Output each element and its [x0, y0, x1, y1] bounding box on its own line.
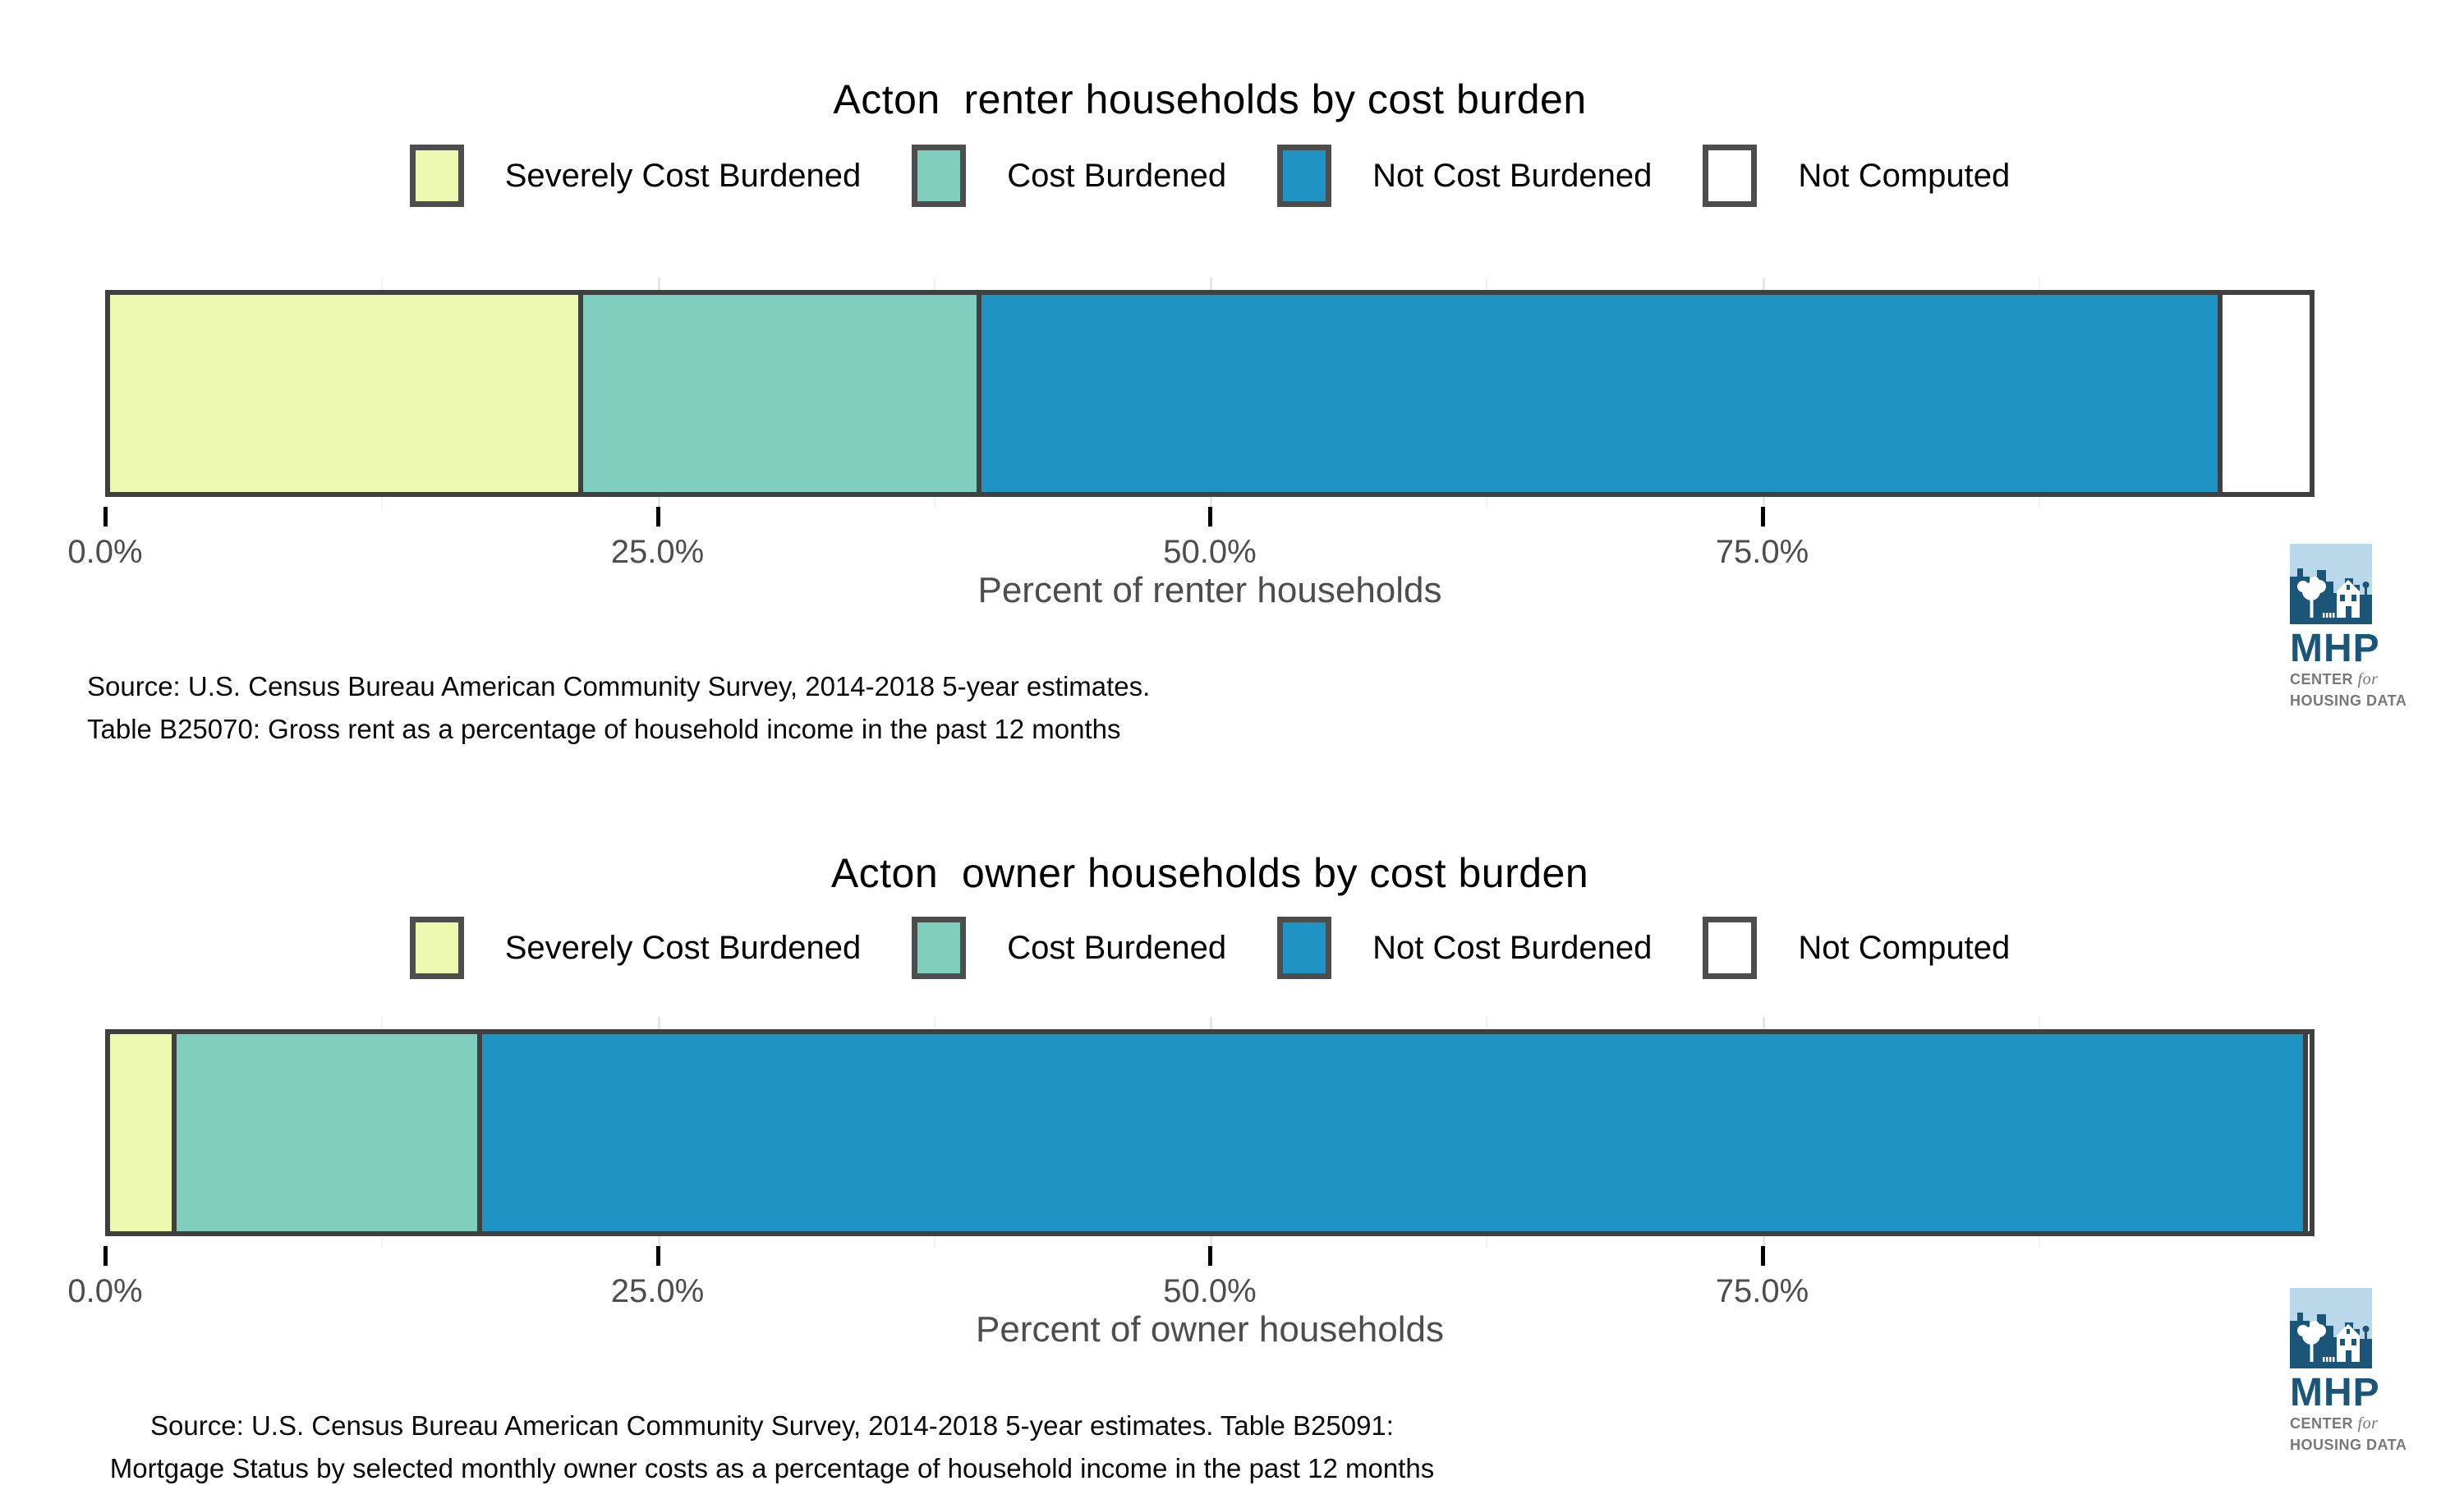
bar-segment [110, 1034, 172, 1231]
center-label: CENTER [2290, 671, 2354, 688]
legend-item: Not Computed [1703, 917, 2010, 979]
legend-item-label: Not Computed [1798, 157, 2011, 194]
legend-swatch [1703, 145, 1758, 207]
center-label: CENTER [2290, 1415, 2354, 1432]
chart-title: Acton owner households by cost burden [830, 850, 1589, 896]
city-skyline-icon [2290, 1313, 2372, 1368]
axis-tick [655, 507, 660, 527]
bar-segment [2302, 1034, 2310, 1231]
axis-tick-label: 75.0% [1715, 534, 1809, 570]
for-label: for [2357, 670, 2379, 688]
legend-item: Not Cost Burdened [1277, 917, 1652, 979]
mhp-logo-mark [2290, 1288, 2372, 1368]
bar-segment [477, 1034, 2303, 1231]
axis-tick [1760, 507, 1765, 527]
legend-item: Not Computed [1703, 145, 2010, 207]
legend-item-label: Cost Burdened [1007, 157, 1227, 194]
legend-swatch [409, 145, 464, 207]
source-line: Mortgage Status by selected monthly owne… [109, 1453, 1435, 1483]
legend-item: Not Cost Burdened [1277, 145, 1652, 207]
axis-tick-label: 25.0% [610, 1273, 705, 1309]
legend-swatch [1277, 917, 1332, 979]
bar-segment [578, 295, 977, 492]
legend-item-label: Severely Cost Burdened [504, 157, 862, 194]
axis-tick-label: 75.0% [1715, 1273, 1809, 1309]
axis-tick-label: 0.0% [67, 1273, 143, 1309]
legend: Severely Cost Burdened Cost Burdened Not C… [105, 145, 2315, 207]
chart-title: Acton renter households by cost burden [833, 76, 1587, 122]
axis-tick-label: 50.0% [1163, 1273, 1257, 1309]
legend-item: Cost Burdened [912, 917, 1226, 979]
renter-chart-section: Acton renter households by cost burden S… [67, 0, 2407, 772]
stacked-bar [105, 290, 2315, 497]
plot-area: 0.0% 25.0% 50.0% 75.0% [67, 0, 2315, 772]
owner-chart-section: Acton owner households by cost burden Se… [0, 739, 2464, 1483]
x-axis-title: Percent of owner households [976, 1309, 1444, 1350]
legend-item-label: Not Computed [1798, 929, 2011, 966]
legend-item-label: Severely Cost Burdened [504, 929, 862, 966]
legend: Severely Cost Burdened Cost Burdened Not C… [105, 917, 2315, 979]
mhp-logo-housing-data: HOUSING DATA [2290, 692, 2407, 709]
source-line: Source: U.S. Census Bureau American Comm… [87, 671, 1151, 701]
mhp-logo-acronym: MHP [2290, 627, 2380, 670]
city-skyline-icon [2290, 568, 2372, 624]
for-label: for [2357, 1414, 2379, 1433]
legend-item-label: Cost Burdened [1007, 929, 1227, 966]
legend-swatch [409, 917, 464, 979]
axis-tick-label: 0.0% [67, 534, 143, 570]
legend-item-label: Not Cost Burdened [1372, 929, 1653, 966]
legend-swatch [1703, 917, 1758, 979]
mhp-logo-center-for: CENTER for [2290, 1413, 2390, 1435]
mhp-logo: MHP CENTER for HOUSING DATA [2290, 1288, 2407, 1455]
legend-item-label: Not Cost Burdened [1372, 157, 1653, 194]
axis-tick [103, 507, 108, 527]
bar-segment [110, 295, 579, 492]
mhp-logo-center-for: CENTER for [2290, 669, 2390, 691]
axis-tick [655, 1246, 660, 1266]
source-line: Source: U.S. Census Bureau American Comm… [150, 1410, 1394, 1441]
legend-swatch [912, 145, 967, 207]
legend-swatch [912, 917, 967, 979]
bar-segment [2217, 295, 2310, 492]
legend-item: Severely Cost Burdened [409, 145, 862, 207]
axis-tick [1208, 1246, 1212, 1266]
legend-item: Severely Cost Burdened [409, 917, 862, 979]
axis-tick-label: 50.0% [1163, 534, 1257, 570]
mhp-logo-mark [2290, 544, 2372, 624]
legend-swatch [1277, 145, 1332, 207]
source-line: Table B25070: Gross rent as a percentage… [87, 714, 1121, 744]
plot-area: 0.0% 25.0% 50.0% 75.0% [67, 739, 2315, 1479]
axis-tick [103, 1246, 108, 1266]
mhp-logo-housing-data: HOUSING DATA [2290, 1437, 2407, 1453]
source-note: Source: U.S. Census Bureau American Comm… [87, 665, 1150, 751]
source-note: Source: U.S. Census Bureau American Comm… [16, 1405, 1528, 1490]
mhp-logo-acronym: MHP [2290, 1371, 2380, 1414]
legend-item: Cost Burdened [912, 145, 1226, 207]
bar-segment [977, 295, 2218, 492]
mhp-logo: MHP CENTER for HOUSING DATA [2290, 544, 2407, 711]
axis-tick [1208, 507, 1212, 527]
x-axis-title: Percent of renter households [977, 570, 1442, 610]
bar-segment [171, 1034, 478, 1231]
axis-tick [1760, 1246, 1765, 1266]
stacked-bar [105, 1029, 2315, 1236]
axis-tick-label: 25.0% [610, 534, 705, 570]
